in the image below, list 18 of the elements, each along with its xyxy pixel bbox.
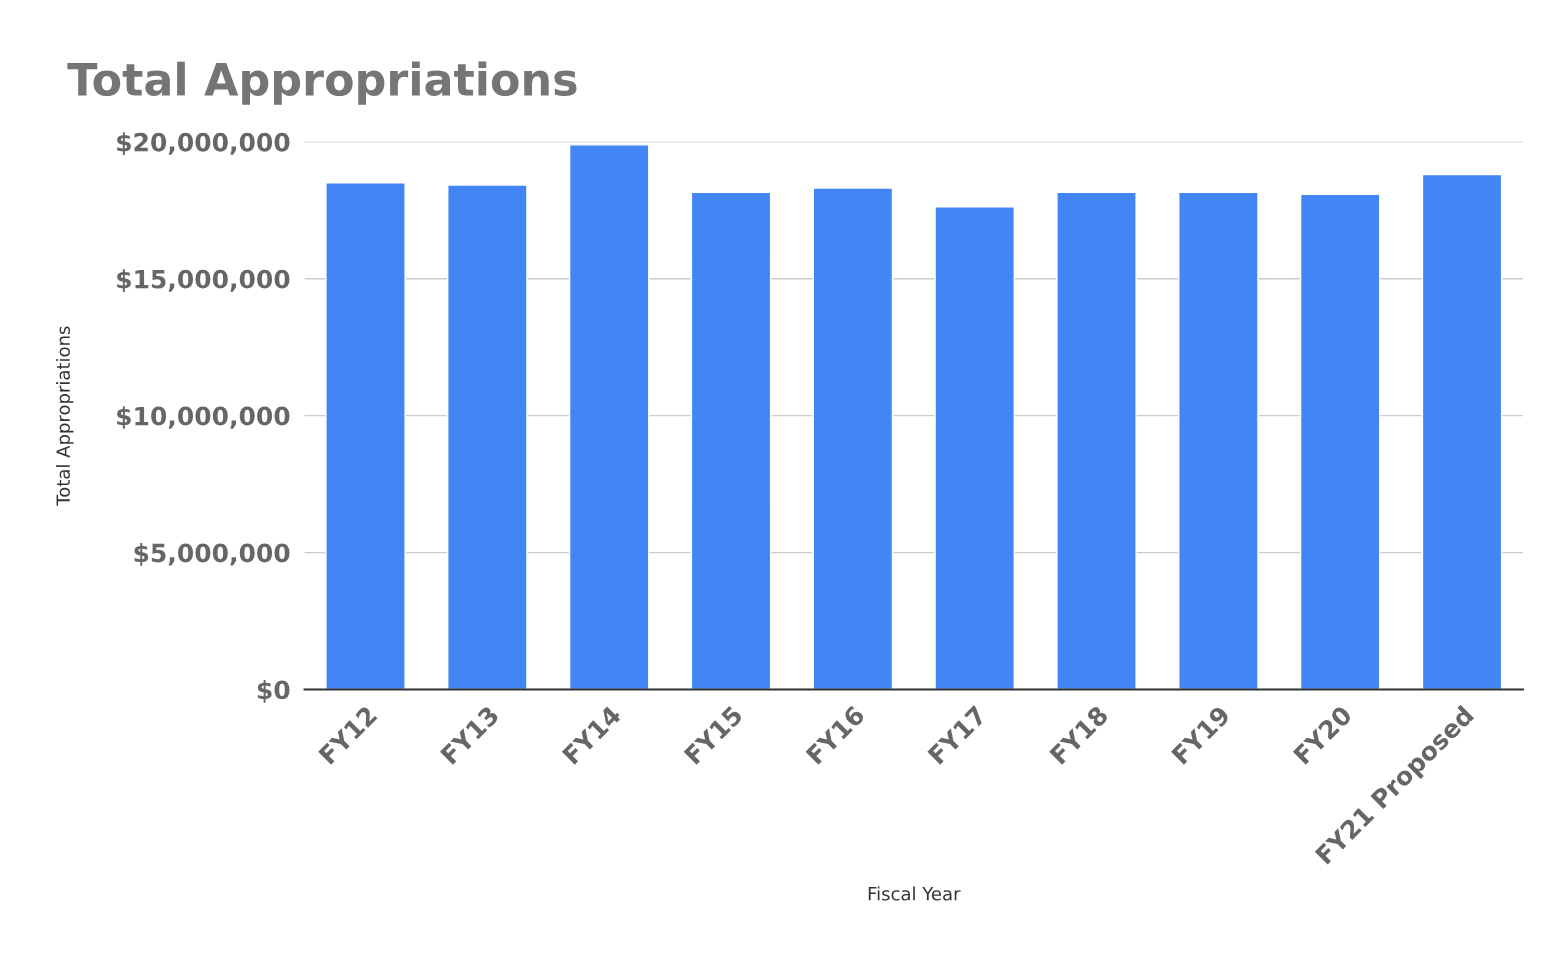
y-tick-label: $15,000,000 xyxy=(117,269,290,292)
bar xyxy=(568,144,650,690)
chart-title: Total Appropriations xyxy=(67,61,577,105)
bar xyxy=(1421,173,1503,690)
bar xyxy=(812,187,894,690)
bar xyxy=(690,191,772,690)
y-tick-label: $5,000,000 xyxy=(134,543,290,566)
bar xyxy=(1056,191,1137,690)
y-tick-label: $0 xyxy=(257,679,290,703)
y-tick-label: $10,000,000 xyxy=(117,406,290,429)
bar xyxy=(1299,193,1381,690)
x-axis-title: Fiscal Year xyxy=(868,886,961,901)
y-tick-label: $20,000,000 xyxy=(117,132,290,155)
y-axis-title: Total Appropriations xyxy=(56,326,74,506)
bar xyxy=(934,206,1015,690)
bar xyxy=(447,184,528,690)
bar xyxy=(1178,191,1259,690)
bar xyxy=(325,182,406,690)
